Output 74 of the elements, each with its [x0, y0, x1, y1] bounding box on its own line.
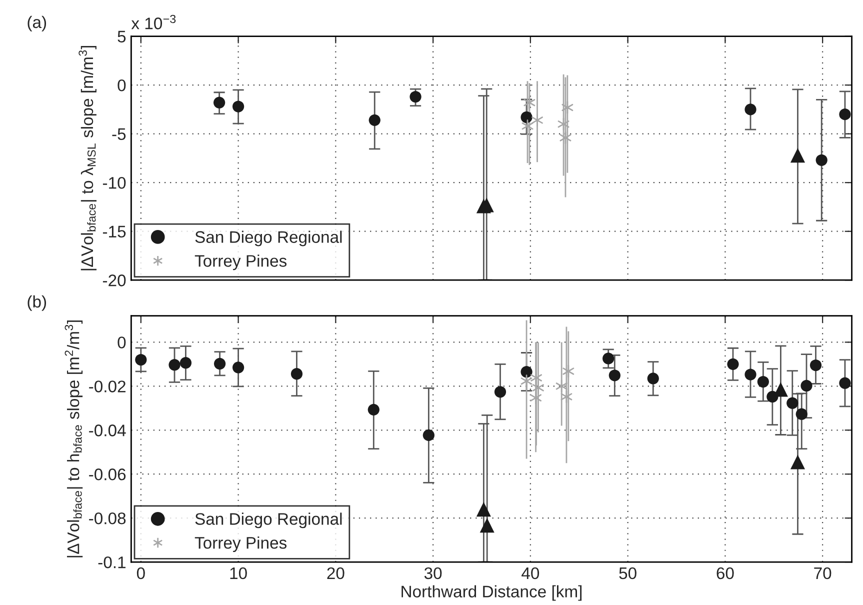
point [796, 408, 808, 420]
point [562, 100, 574, 114]
y-tick-label: 0 [118, 79, 126, 92]
point [520, 366, 532, 378]
text: x 10$^{−3}$ [131, 14, 176, 30]
point [786, 397, 798, 409]
point [232, 362, 244, 374]
y-tick-label: -10 [102, 176, 126, 189]
x-tick-label: 10 [230, 567, 247, 580]
y-tick-label: -15 [102, 226, 126, 238]
point [647, 372, 659, 384]
point [839, 108, 851, 120]
point [524, 96, 536, 110]
point [214, 358, 226, 370]
point [562, 364, 574, 378]
x-axis-title: Northward Distance [km] [402, 585, 582, 601]
x-tick-label: 60 [716, 567, 734, 580]
point [839, 377, 851, 389]
y-tick-label: -0.1 [98, 556, 126, 568]
point [556, 380, 568, 393]
text: |ΔVol$_{bface}$| to h$_{bface}$ slope [m$^{2}$/m$^{3}$] [64, 320, 83, 558]
point [368, 404, 380, 416]
point [520, 374, 532, 388]
point [422, 429, 434, 441]
point [800, 380, 812, 392]
y-tick-label: -0.04 [89, 424, 126, 436]
x-tick-label: 40 [522, 567, 540, 580]
legend-label: San Diego Regional [195, 230, 342, 246]
text: (b) [28, 295, 46, 311]
point [168, 359, 180, 371]
point [608, 370, 620, 382]
point [744, 104, 756, 116]
y-tick-label: -0.08 [89, 512, 126, 524]
point [530, 391, 542, 404]
y-tick-label: -5 [112, 128, 126, 140]
point [810, 359, 822, 372]
y-tick-label: -0.02 [89, 380, 126, 392]
y-tick-label: -0.06 [89, 468, 126, 480]
legend-label: San Diego Regional [195, 512, 342, 528]
point [494, 386, 506, 398]
y-tick-label: -20 [102, 274, 126, 286]
point [744, 368, 756, 380]
point [602, 352, 614, 364]
x-tick-label: 20 [327, 567, 344, 580]
point [476, 502, 491, 517]
point [135, 354, 147, 366]
point [232, 100, 244, 112]
y-tick-label: 0 [118, 336, 126, 348]
point [410, 90, 422, 103]
point [368, 114, 380, 126]
text: (a) [28, 16, 46, 32]
point [532, 114, 543, 127]
x-tick-label: 30 [424, 567, 442, 580]
y-axis-title: |ΔVol$_{bface}$| to λ$_{MSL}$ slope [m/m$^{3}$] [78, 46, 97, 270]
point [480, 518, 494, 533]
point [757, 376, 769, 388]
y-tick-label: 5 [118, 30, 126, 43]
point [560, 131, 572, 144]
point [213, 96, 226, 108]
x-tick-label: 0 [136, 567, 145, 580]
legend-label: Torrey Pines [194, 536, 287, 552]
point [180, 357, 192, 369]
point [560, 390, 572, 404]
point [727, 358, 739, 370]
point [790, 148, 806, 163]
x-tick-label: 50 [619, 567, 636, 580]
point [790, 454, 806, 470]
point [558, 118, 570, 131]
point [520, 111, 532, 124]
point [290, 368, 303, 380]
point [816, 154, 828, 166]
x-tick-label: 70 [814, 567, 832, 580]
legend-label: Torrey Pines [194, 254, 287, 270]
point [532, 381, 544, 394]
